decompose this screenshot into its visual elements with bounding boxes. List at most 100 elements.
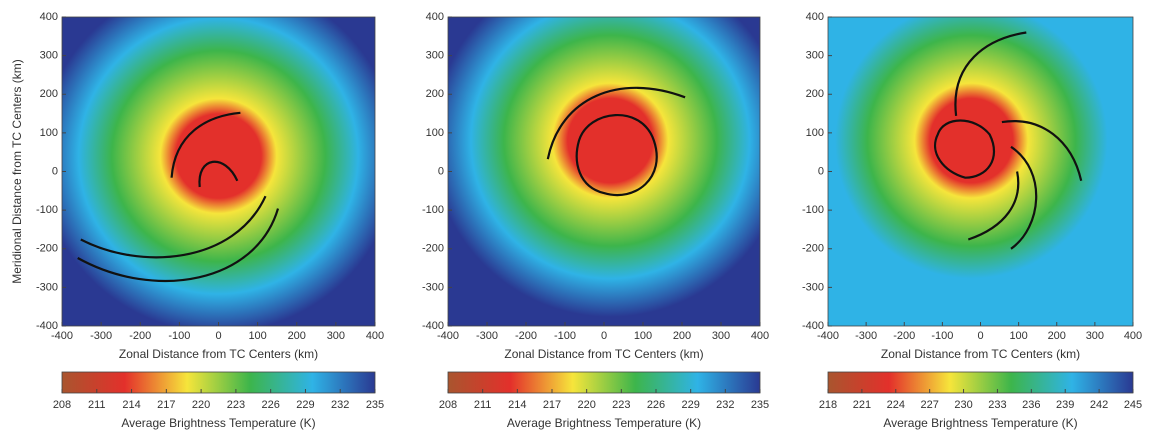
y-tick-label: -300 xyxy=(36,281,58,293)
y-axis-label: Meridional Distance from TC Centers (km) xyxy=(10,59,24,284)
colorbar-tick-label: 239 xyxy=(1056,399,1074,411)
colorbar-tick-label: 230 xyxy=(954,399,972,411)
colorbar-tick-label: 211 xyxy=(474,399,492,411)
x-tick-label: 300 xyxy=(712,330,730,342)
y-tick-label: 200 xyxy=(426,88,444,100)
band-curve xyxy=(80,195,267,259)
x-tick-label: 200 xyxy=(288,330,306,342)
band-curve xyxy=(933,119,996,179)
y-tick-label: 100 xyxy=(806,127,824,139)
band-curve xyxy=(198,160,239,188)
colorbar-tick-label: 214 xyxy=(508,399,526,411)
panel: -400 -300 -200 -100 0 100 200 300 400 -400 -300 -20… xyxy=(10,11,384,430)
y-tick-label: 100 xyxy=(40,127,58,139)
colorbar-tick-label: 217 xyxy=(543,399,561,411)
y-tick-label: -100 xyxy=(36,204,58,216)
colorbar-tick-label: 211 xyxy=(88,399,106,411)
y-tick-label: 300 xyxy=(806,50,824,62)
colorbar-tick-label: 208 xyxy=(53,399,71,411)
x-tick-label: -200 xyxy=(893,330,915,342)
x-tick-label: 0 xyxy=(977,330,983,342)
x-tick-label: -300 xyxy=(90,330,112,342)
colorbar-tick-label: 208 xyxy=(439,399,457,411)
x-tick-label: -400 xyxy=(817,330,839,342)
colorbar-label: Average Brightness Temperature (K) xyxy=(883,416,1077,430)
x-tick-label: 400 xyxy=(366,330,384,342)
y-tick-label: -200 xyxy=(422,243,444,255)
y-tick-label: 300 xyxy=(426,50,444,62)
colorbar-tick-label: 229 xyxy=(681,399,699,411)
colorbar-tick-label: 245 xyxy=(1124,399,1142,411)
colorbar-tick-label: 233 xyxy=(988,399,1006,411)
colorbar-label: Average Brightness Temperature (K) xyxy=(121,416,315,430)
colorbar xyxy=(61,371,376,394)
band-curve xyxy=(1010,145,1038,250)
y-tick-label: 200 xyxy=(806,88,824,100)
colorbar-tick-label: 232 xyxy=(716,399,734,411)
colorbar-tick-label: 235 xyxy=(751,399,769,411)
y-tick-label: 400 xyxy=(806,11,824,23)
colorbar-label: Average Brightness Temperature (K) xyxy=(507,416,701,430)
colorbar-tick-label: 223 xyxy=(227,399,245,411)
band-curve xyxy=(77,208,280,283)
x-tick-label: 200 xyxy=(673,330,691,342)
colorbar-tick-label: 226 xyxy=(261,399,279,411)
x-tick-label: 100 xyxy=(1009,330,1027,342)
band-curve xyxy=(546,86,686,160)
y-tick-label: 100 xyxy=(426,127,444,139)
colorbar-tick-label: 214 xyxy=(122,399,140,411)
x-axis-label: Zonal Distance from TC Centers (km) xyxy=(881,347,1080,361)
y-tick-label: 0 xyxy=(52,165,58,177)
x-tick-label: 300 xyxy=(1086,330,1104,342)
colorbar-tick-label: 220 xyxy=(192,399,210,411)
y-tick-label: -200 xyxy=(36,243,58,255)
x-axis-label: Zonal Distance from TC Centers (km) xyxy=(119,347,318,361)
colorbar-tick-label: 223 xyxy=(612,399,630,411)
heatmap xyxy=(62,17,375,326)
y-tick-label: 0 xyxy=(438,165,444,177)
x-tick-label: 0 xyxy=(215,330,221,342)
x-tick-label: -400 xyxy=(51,330,73,342)
colorbar-tick-label: 232 xyxy=(331,399,349,411)
x-tick-label: -300 xyxy=(476,330,498,342)
x-tick-label: 100 xyxy=(634,330,652,342)
y-tick-label: 200 xyxy=(40,88,58,100)
x-tick-label: -400 xyxy=(437,330,459,342)
colorbar-tick-label: 236 xyxy=(1022,399,1040,411)
y-tick-label: -100 xyxy=(802,204,824,216)
x-tick-label: -100 xyxy=(554,330,576,342)
colorbar xyxy=(827,371,1134,394)
colorbar-tick-label: 220 xyxy=(577,399,595,411)
colorbar-tick-label: 227 xyxy=(920,399,938,411)
x-tick-label: -300 xyxy=(855,330,877,342)
band-curve xyxy=(967,171,1020,241)
y-tick-label: -100 xyxy=(422,204,444,216)
heatmap xyxy=(448,17,760,326)
y-tick-label: -400 xyxy=(36,320,58,332)
y-tick-label: 400 xyxy=(40,11,58,23)
x-tick-label: -100 xyxy=(168,330,190,342)
colorbar-tick-label: 235 xyxy=(366,399,384,411)
y-tick-label: 400 xyxy=(426,11,444,23)
y-tick-label: -300 xyxy=(422,281,444,293)
y-tick-label: -200 xyxy=(802,243,824,255)
band-curve xyxy=(1001,120,1083,182)
x-tick-label: 100 xyxy=(248,330,266,342)
colorbar-tick-label: 218 xyxy=(819,399,837,411)
colorbar xyxy=(447,371,761,394)
panel: -400 -300 -200 -100 0 100 200 300 400 -400 -300 -20… xyxy=(802,11,1142,430)
x-tick-label: 200 xyxy=(1048,330,1066,342)
y-tick-label: 0 xyxy=(818,165,824,177)
x-axis-label: Zonal Distance from TC Centers (km) xyxy=(504,347,703,361)
colorbar-tick-label: 221 xyxy=(853,399,871,411)
x-tick-label: 400 xyxy=(1124,330,1142,342)
panel: -400 -300 -200 -100 0 100 200 300 400 -400 -300 -20… xyxy=(422,11,769,430)
colorbar-tick-label: 226 xyxy=(647,399,665,411)
colorbar-tick-label: 217 xyxy=(157,399,175,411)
y-tick-label: -300 xyxy=(802,281,824,293)
y-tick-label: 300 xyxy=(40,50,58,62)
band-curve xyxy=(170,111,241,178)
colorbar-tick-label: 224 xyxy=(887,399,905,411)
x-tick-label: 400 xyxy=(751,330,769,342)
